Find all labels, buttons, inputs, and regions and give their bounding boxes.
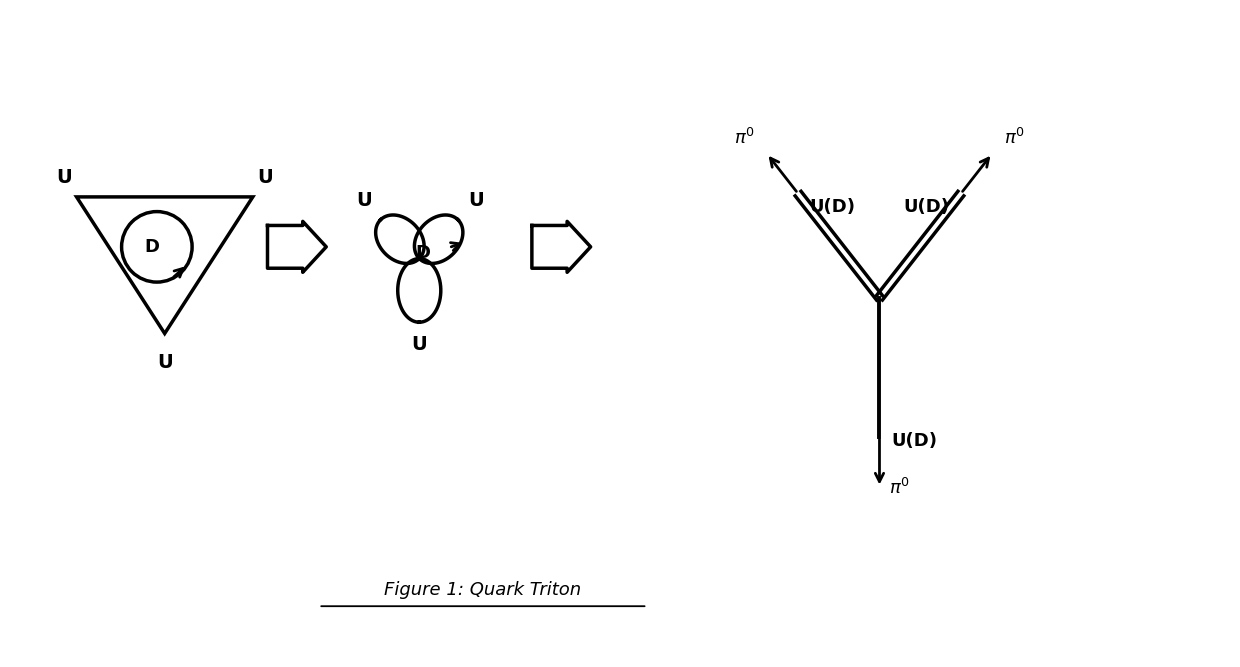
- Text: $\pi^0$: $\pi^0$: [1004, 127, 1024, 147]
- Text: D: D: [415, 243, 430, 261]
- Text: U: U: [412, 335, 427, 354]
- Text: U(D): U(D): [810, 199, 856, 217]
- Text: D: D: [144, 238, 160, 256]
- Text: U: U: [357, 191, 372, 209]
- Text: $\pi^0$: $\pi^0$: [889, 478, 910, 498]
- Text: $\pi^0$: $\pi^0$: [734, 127, 755, 147]
- Text: U: U: [469, 191, 484, 209]
- Text: U: U: [258, 168, 274, 187]
- Text: U(D): U(D): [903, 199, 949, 217]
- Text: U(D): U(D): [892, 432, 937, 450]
- Text: Figure 1: Quark Triton: Figure 1: Quark Triton: [384, 582, 582, 600]
- Text: U: U: [56, 168, 72, 187]
- Text: U: U: [156, 353, 172, 372]
